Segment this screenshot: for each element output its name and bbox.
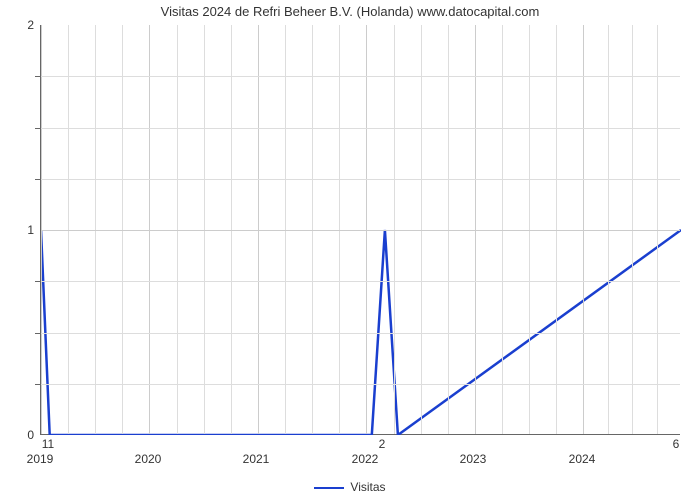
x-tick-2021: 2021 (243, 452, 270, 466)
legend: Visitas (0, 480, 700, 494)
y-tick-1: 1 (27, 223, 34, 237)
data-label-0: 11 (42, 437, 54, 451)
legend-line-icon (314, 487, 344, 489)
x-tick-2023: 2023 (460, 452, 487, 466)
data-label-1: 2 (379, 437, 386, 451)
data-label-2: 6 (673, 437, 680, 451)
chart-title: Visitas 2024 de Refri Beheer B.V. (Holan… (0, 4, 700, 19)
x-tick-2024: 2024 (569, 452, 596, 466)
x-tick-2022: 2022 (352, 452, 379, 466)
legend-label: Visitas (350, 480, 385, 494)
x-tick-2019: 2019 (27, 452, 54, 466)
chart-container: Visitas 2024 de Refri Beheer B.V. (Holan… (0, 0, 700, 500)
y-tick-2: 2 (27, 18, 34, 32)
y-tick-0: 0 (27, 428, 34, 442)
plot-area (40, 25, 680, 435)
x-tick-2020: 2020 (135, 452, 162, 466)
